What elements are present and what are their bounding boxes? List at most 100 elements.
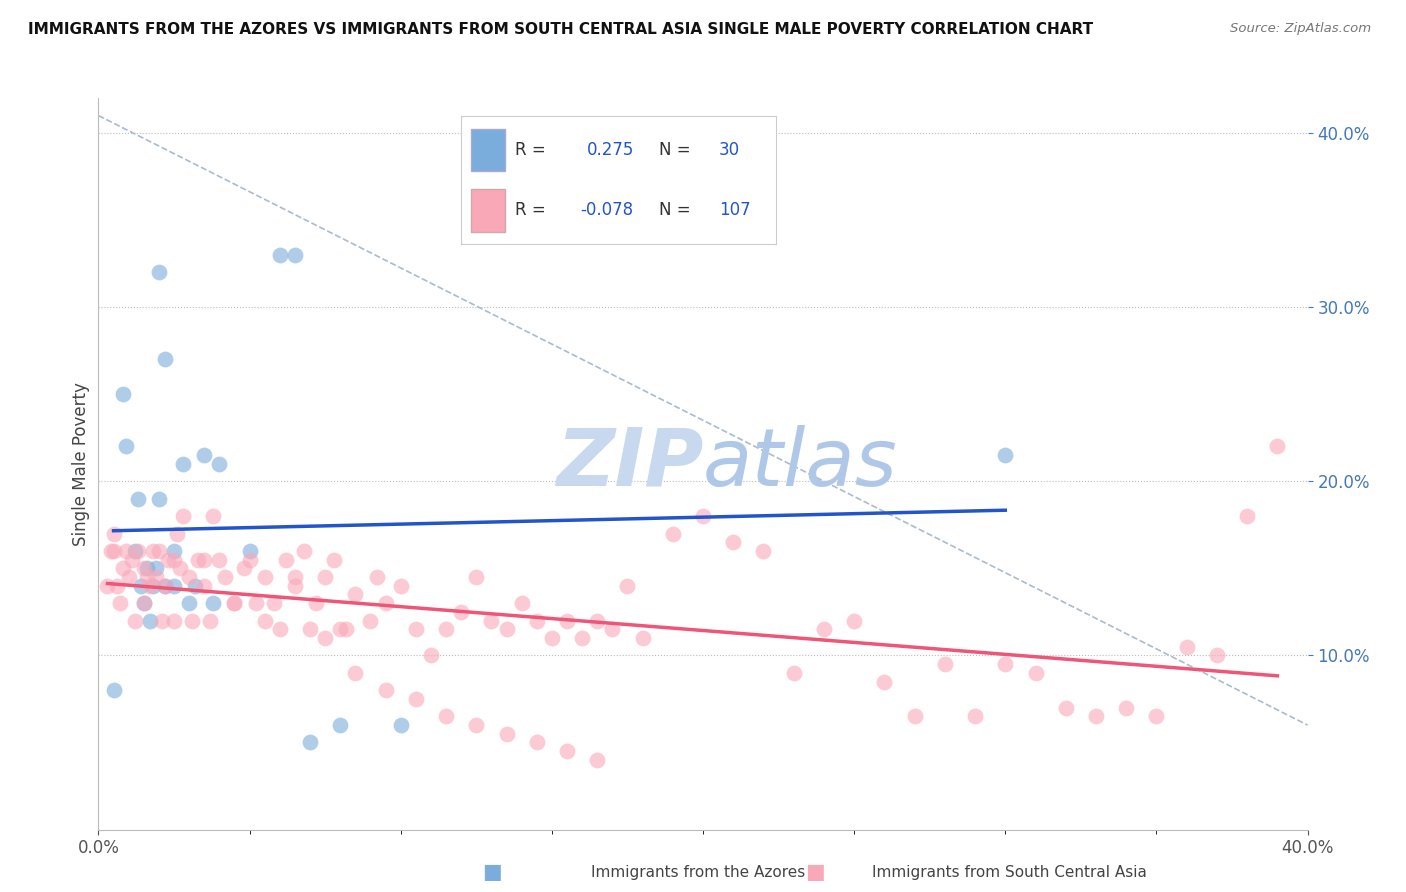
Point: [179, 596, 201, 610]
Point: [571, 631, 593, 645]
Point: [274, 552, 297, 566]
Point: [200, 614, 222, 628]
Text: IMMIGRANTS FROM THE AZORES VS IMMIGRANTS FROM SOUTH CENTRAL ASIA SINGLE MALE POV: IMMIGRANTS FROM THE AZORES VS IMMIGRANTS…: [28, 22, 1094, 37]
Point: [103, 683, 125, 698]
Point: [253, 570, 276, 584]
Point: [163, 552, 186, 566]
Point: [450, 605, 472, 619]
Point: [586, 614, 609, 628]
Point: [994, 657, 1017, 672]
Point: [103, 526, 125, 541]
Point: [148, 491, 170, 506]
Point: [299, 735, 322, 749]
Point: [329, 718, 352, 732]
Point: [965, 709, 987, 723]
Point: [813, 622, 835, 636]
Point: [1144, 709, 1167, 723]
Point: [465, 718, 488, 732]
Point: [132, 596, 155, 610]
Point: [132, 561, 155, 575]
Point: [284, 579, 307, 593]
Point: [145, 561, 167, 575]
Point: [193, 552, 215, 566]
Point: [148, 265, 170, 279]
Point: [1236, 509, 1258, 524]
Point: [121, 552, 143, 566]
Point: [602, 622, 624, 636]
Point: [994, 448, 1017, 462]
Point: [148, 544, 170, 558]
Point: [269, 248, 291, 262]
Point: [314, 570, 336, 584]
Point: [114, 544, 136, 558]
Point: [631, 631, 654, 645]
Point: [1175, 640, 1198, 654]
Point: [124, 614, 146, 628]
Point: [314, 631, 336, 645]
Point: [495, 622, 517, 636]
Point: [329, 622, 352, 636]
Text: Source: ZipAtlas.com: Source: ZipAtlas.com: [1230, 22, 1371, 36]
Point: [253, 614, 276, 628]
Point: [232, 561, 254, 575]
Point: [127, 544, 149, 558]
Point: [103, 544, 125, 558]
Point: [465, 570, 488, 584]
Point: [127, 491, 149, 506]
Point: [139, 614, 162, 628]
Point: [193, 448, 215, 462]
Point: [153, 352, 176, 367]
Text: Immigrants from South Central Asia: Immigrants from South Central Asia: [872, 865, 1147, 880]
Point: [360, 614, 382, 628]
Point: [111, 561, 134, 575]
Point: [405, 692, 427, 706]
Point: [692, 509, 714, 524]
Point: [540, 631, 562, 645]
Point: [374, 683, 396, 698]
Point: [783, 665, 806, 680]
Point: [163, 579, 186, 593]
Point: [163, 614, 186, 628]
Point: [139, 579, 162, 593]
Point: [723, 535, 745, 549]
Point: [873, 674, 896, 689]
Point: [187, 552, 209, 566]
Point: [420, 648, 443, 663]
Point: [142, 579, 165, 593]
Point: [284, 248, 307, 262]
Point: [163, 544, 186, 558]
Point: [96, 579, 118, 593]
Text: ■: ■: [482, 863, 502, 882]
Point: [434, 622, 457, 636]
Point: [184, 579, 207, 593]
Point: [224, 596, 246, 610]
Point: [284, 570, 307, 584]
Point: [169, 561, 191, 575]
Point: [135, 570, 157, 584]
Point: [181, 614, 204, 628]
Point: [150, 614, 173, 628]
Point: [208, 457, 231, 471]
Point: [132, 596, 155, 610]
Point: [214, 570, 236, 584]
Point: [526, 614, 548, 628]
Text: ZIP: ZIP: [555, 425, 703, 503]
Point: [405, 622, 427, 636]
Point: [100, 544, 122, 558]
Point: [495, 727, 517, 741]
Point: [1024, 665, 1046, 680]
Point: [374, 596, 396, 610]
Point: [108, 596, 131, 610]
Point: [111, 387, 134, 401]
Point: [555, 744, 578, 758]
Point: [239, 552, 262, 566]
Point: [1115, 700, 1137, 714]
Point: [179, 570, 201, 584]
Text: Immigrants from the Azores: Immigrants from the Azores: [591, 865, 804, 880]
Point: [202, 509, 225, 524]
Y-axis label: Single Male Poverty: Single Male Poverty: [72, 382, 90, 546]
Point: [105, 579, 128, 593]
Point: [224, 596, 246, 610]
Point: [555, 614, 578, 628]
Text: atlas: atlas: [703, 425, 898, 503]
